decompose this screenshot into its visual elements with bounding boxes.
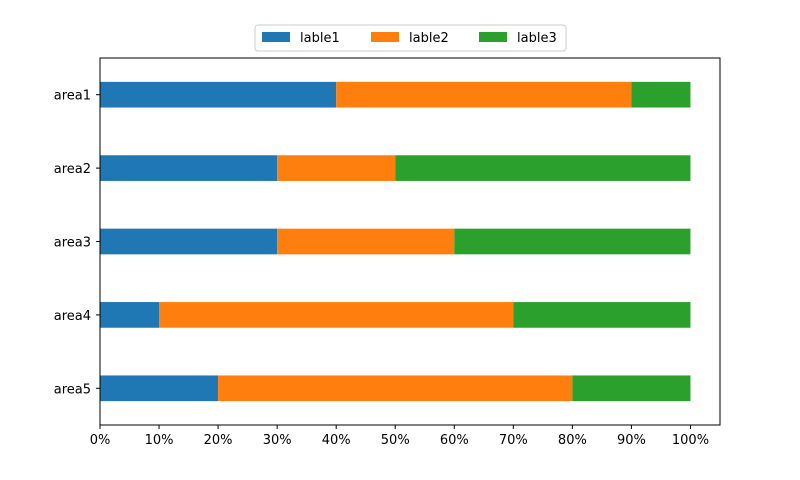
bar-area2-lable1	[100, 155, 278, 181]
x-tick-label: 0%	[90, 433, 111, 448]
x-tick-label: 20%	[204, 433, 233, 448]
x-tick-label: 30%	[263, 433, 292, 448]
x-tick-label: 10%	[145, 433, 174, 448]
x-tick-label: 80%	[558, 433, 587, 448]
bar-area2-lable3	[395, 155, 691, 181]
x-tick-label: 90%	[617, 433, 646, 448]
bar-area3-lable2	[277, 228, 455, 255]
bar-area4-lable1	[100, 302, 160, 328]
bar-area1-lable2	[336, 81, 632, 108]
y-tick-label: area3	[54, 236, 91, 251]
x-tick-label: 60%	[440, 433, 469, 448]
bar-area5-lable2	[218, 375, 573, 402]
legend-label-lable1: lable1	[300, 31, 340, 46]
legend-label-lable2: lable2	[409, 31, 449, 46]
legend-label-lable3: lable3	[517, 31, 557, 46]
bars-layer	[100, 81, 691, 402]
legend-swatch-lable1	[262, 32, 290, 42]
bar-area2-lable2	[277, 155, 396, 181]
legend-swatch-lable3	[479, 32, 507, 42]
x-tick-label: 100%	[672, 433, 709, 448]
bar-area4-lable2	[159, 302, 514, 328]
bar-area3-lable1	[100, 228, 278, 255]
y-tick-label: area2	[54, 162, 91, 177]
y-axis: area1 area2 area3 area4 area5	[54, 89, 100, 397]
bar-area3-lable3	[454, 228, 691, 255]
legend-box	[254, 24, 567, 52]
bar-area1-lable1	[100, 81, 337, 108]
y-tick-label: area1	[54, 89, 91, 104]
y-tick-label: area4	[54, 309, 91, 324]
bar-area5-lable1	[100, 375, 219, 402]
legend: lable1 lable2 lable3	[254, 24, 567, 52]
legend-swatch-lable2	[371, 32, 399, 42]
x-axis: 0% 10% 20% 30% 40% 50% 60% 70% 80% 90% 100%	[90, 425, 709, 448]
bar-area5-lable3	[572, 375, 691, 402]
x-tick-label: 50%	[381, 433, 410, 448]
bar-area4-lable3	[513, 302, 691, 328]
x-tick-label: 70%	[499, 433, 528, 448]
x-tick-label: 40%	[322, 433, 351, 448]
y-tick-label: area5	[54, 382, 91, 397]
bar-area1-lable3	[631, 81, 691, 108]
